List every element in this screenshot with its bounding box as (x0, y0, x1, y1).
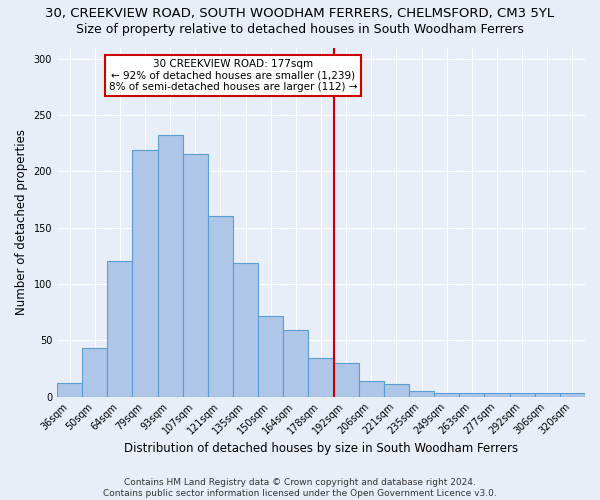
Bar (82, 348, 107, 397)
Bar (233, 262, 258, 396)
Bar (334, 363, 359, 396)
Text: Size of property relative to detached houses in South Woodham Ferrers: Size of property relative to detached ho… (76, 22, 524, 36)
Bar (384, 384, 409, 396)
Bar (258, 316, 283, 396)
Bar (208, 216, 233, 396)
Bar (409, 391, 434, 396)
Bar (183, 154, 208, 396)
Text: Contains HM Land Registry data © Crown copyright and database right 2024.
Contai: Contains HM Land Registry data © Crown c… (103, 478, 497, 498)
Bar (560, 393, 585, 396)
Bar (283, 330, 308, 396)
Bar (308, 358, 334, 397)
Bar (535, 393, 560, 396)
Bar (484, 393, 509, 396)
Bar (107, 262, 133, 396)
Bar (158, 136, 183, 396)
X-axis label: Distribution of detached houses by size in South Woodham Ferrers: Distribution of detached houses by size … (124, 442, 518, 455)
Text: 30 CREEKVIEW ROAD: 177sqm
← 92% of detached houses are smaller (1,239)
8% of sem: 30 CREEKVIEW ROAD: 177sqm ← 92% of detac… (109, 59, 357, 92)
Bar (359, 381, 384, 396)
Bar (509, 393, 535, 396)
Bar (57, 383, 82, 396)
Bar (434, 393, 459, 396)
Y-axis label: Number of detached properties: Number of detached properties (15, 129, 28, 315)
Bar (133, 150, 158, 396)
Bar (459, 393, 484, 396)
Text: 30, CREEKVIEW ROAD, SOUTH WOODHAM FERRERS, CHELMSFORD, CM3 5YL: 30, CREEKVIEW ROAD, SOUTH WOODHAM FERRER… (46, 8, 554, 20)
